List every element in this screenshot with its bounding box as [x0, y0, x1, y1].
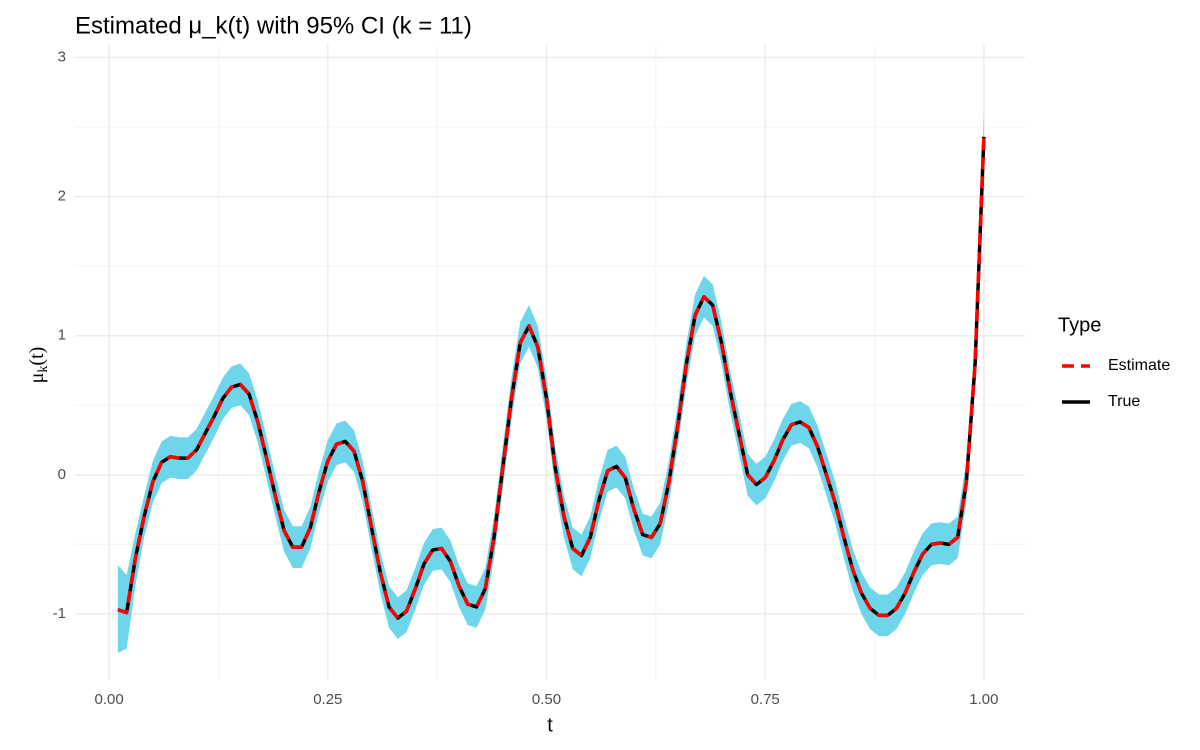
legend-title: Type: [1058, 314, 1101, 336]
legend-label: True: [1108, 393, 1140, 410]
x-tick-label: 0.50: [532, 691, 561, 708]
y-axis-label: μk(t): [26, 347, 52, 384]
y-tick-label: 2: [58, 188, 66, 205]
y-tick-label: 3: [58, 48, 66, 65]
legend-label: Estimate: [1108, 357, 1170, 374]
x-axis-label: t: [547, 714, 553, 736]
x-tick-label: 0.75: [751, 691, 780, 708]
series-line: [117, 136, 986, 620]
y-tick-label: 0: [58, 466, 66, 483]
y-tick-label: -1: [53, 605, 66, 622]
x-tick-label: 0.00: [95, 691, 124, 708]
y-tick-label: 1: [58, 327, 66, 344]
y-label-rest: (t): [26, 347, 48, 366]
y-label-sub: k: [36, 366, 51, 373]
ci-ribbon: [117, 113, 984, 653]
chart-title: Estimated μ_k(t) with 95% CI (k = 11): [75, 12, 472, 39]
x-tick-label: 0.25: [313, 691, 342, 708]
y-label-base: μ: [26, 373, 48, 384]
x-tick-label: 1.00: [969, 691, 998, 708]
